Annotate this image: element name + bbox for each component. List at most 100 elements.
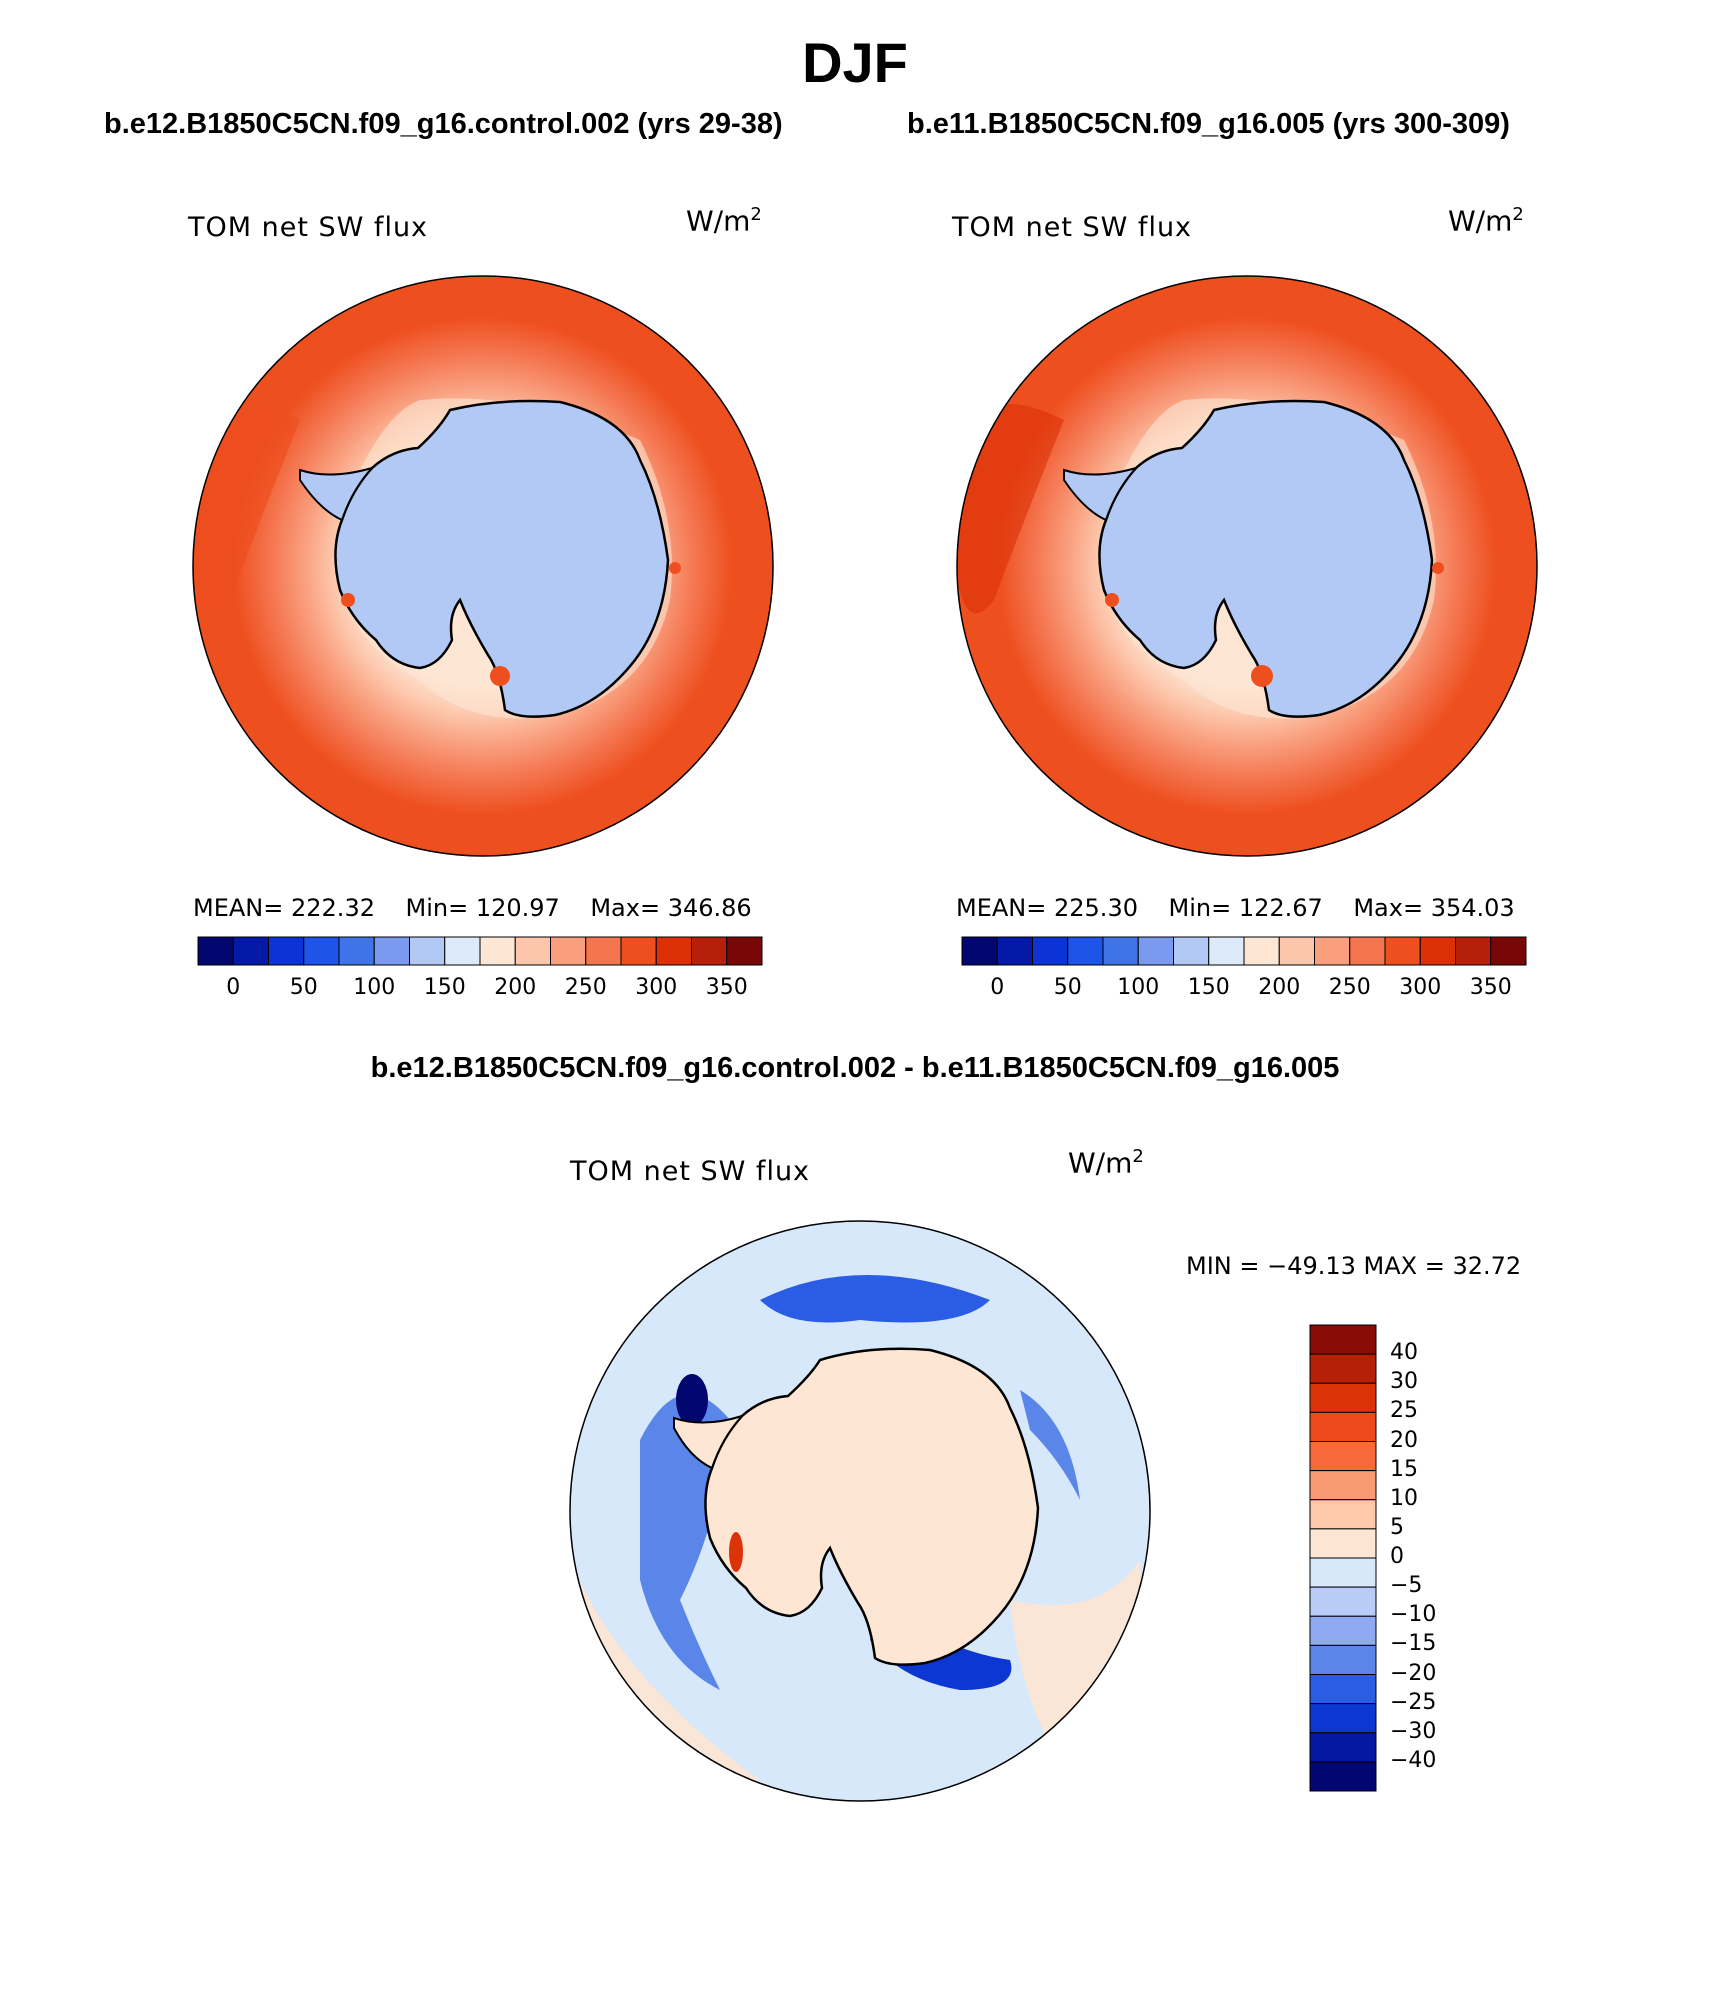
panel3-map	[570, 1221, 1150, 1801]
panel1-colorbar-swatch	[232, 936, 269, 966]
panel1-colorbar-tick-label: 350	[705, 975, 748, 1000]
panel3-colorbar-tick-label: 0	[1390, 1544, 1404, 1569]
panel1-units: W/m2	[686, 204, 762, 238]
panel2-sw-patch	[957, 404, 1064, 614]
panel1-colorbar-swatch	[197, 936, 234, 966]
panel3-max-spot	[729, 1532, 743, 1572]
case1-title: b.e12.B1850C5CN.f09_g16.control.002 (yrs…	[104, 108, 783, 140]
panel2-colorbar-swatch	[1173, 936, 1210, 966]
panel2-colorbar	[961, 936, 1527, 966]
panel1-colorbar-swatch	[268, 936, 305, 966]
panel2-colorbar-swatch	[1349, 936, 1386, 966]
panel3-colorbar-tick-label: −15	[1390, 1631, 1437, 1657]
panel3-map-border	[569, 1220, 1151, 1802]
panel2-colorbar-swatch	[1384, 936, 1421, 966]
panel3-colorbar-swatch	[1309, 1761, 1377, 1792]
panel2-colorbar-tick-label: 100	[1117, 975, 1160, 1000]
panel2-colorbar-swatch	[1419, 936, 1456, 966]
panel3-colorbar-swatch	[1309, 1353, 1377, 1384]
panel1-variable-label: TOM net SW flux	[188, 212, 429, 243]
panel3-colorbar-swatch	[1309, 1441, 1377, 1472]
panel3-colorbar-swatch	[1309, 1470, 1377, 1501]
panel3-units: W/m2	[1068, 1146, 1144, 1180]
panel2-colorbar-swatch	[1067, 936, 1104, 966]
panel2-colorbar-tick-label: 300	[1399, 975, 1442, 1000]
panel1-map-border	[192, 275, 774, 857]
panel2-colorbar-swatch	[1278, 936, 1315, 966]
panel2-units: W/m2	[1448, 204, 1524, 238]
panel2-colorbar-swatch	[1102, 936, 1139, 966]
panel3-colorbar-swatch	[1309, 1674, 1377, 1705]
panel1-colorbar-tick-label: 200	[494, 975, 537, 1000]
panel2-colorbar-swatch	[1490, 936, 1527, 966]
panel3-colorbar-tick-label: −5	[1390, 1573, 1423, 1599]
panel1-colorbar-swatch	[620, 936, 657, 966]
case2-title: b.e11.B1850C5CN.f09_g16.005 (yrs 300-309…	[907, 108, 1510, 140]
panel3-colorbar-tick-label: 20	[1390, 1427, 1418, 1453]
panel3-colorbar-tick-label: 25	[1390, 1398, 1418, 1424]
panel3-colorbar-tick-label: −10	[1390, 1602, 1437, 1628]
panel2-variable-label: TOM net SW flux	[952, 212, 1193, 243]
panel2-map	[957, 276, 1537, 856]
panel3-colorbar-swatch	[1309, 1499, 1377, 1530]
panel1-colorbar-tick-label: 100	[353, 975, 396, 1000]
panel3-colorbar-tick-label: −25	[1390, 1689, 1437, 1715]
panel3-colorbar-tick-label: 10	[1390, 1485, 1418, 1511]
panel2-map-border	[956, 275, 1538, 857]
panel2-colorbar-tick-label: 50	[1053, 975, 1082, 1000]
panel3-stats: MIN = −49.13 MAX = 32.72	[1186, 1252, 1522, 1280]
panel3-colorbar-swatch	[1309, 1615, 1377, 1646]
panel2-colorbar-tick-label: 200	[1258, 975, 1301, 1000]
panel1-colorbar-swatch	[479, 936, 516, 966]
panel3-colorbar-swatch	[1309, 1528, 1377, 1559]
panel1-colorbar-swatch	[585, 936, 622, 966]
panel3-colorbar-swatch	[1309, 1586, 1377, 1617]
panel1-colorbar-swatch	[444, 936, 481, 966]
panel3-colorbar-swatch	[1309, 1732, 1377, 1763]
panel1-mean: 222.32	[291, 894, 375, 922]
panel1-colorbar-swatch	[338, 936, 375, 966]
panel3-colorbar-tick-label: −20	[1390, 1660, 1437, 1686]
panel2-colorbar-swatch	[961, 936, 998, 966]
panel3-colorbar-swatch	[1309, 1324, 1377, 1355]
panel2-max: 354.03	[1430, 894, 1515, 922]
panel2-colorbar-tick-label: 350	[1469, 975, 1512, 1000]
panel1-colorbar-swatch	[550, 936, 587, 966]
panel1-colorbar-tick-label: 0	[226, 975, 241, 1000]
panel3-colorbar-swatch	[1309, 1644, 1377, 1675]
panel1-hotspot	[490, 666, 510, 686]
panel2-colorbar-tick-label: 250	[1328, 975, 1371, 1000]
panel3-min-spot	[676, 1374, 708, 1426]
panel3-variable-label: TOM net SW flux	[570, 1156, 811, 1187]
panel2-stats: MEAN= 225.30 Min= 122.67 Max= 354.03	[956, 894, 1515, 922]
panel3-colorbar-tick-label: −40	[1390, 1747, 1437, 1773]
panel1-stats: MEAN= 222.32 Min= 120.97 Max= 346.86	[193, 894, 752, 922]
panel3-colorbar-swatch	[1309, 1557, 1377, 1588]
panel3-negative-band	[760, 1275, 990, 1323]
panel2-colorbar-swatch	[1137, 936, 1174, 966]
panel2-hotspot	[1251, 665, 1273, 687]
panel2-colorbar-tick-label: 150	[1187, 975, 1230, 1000]
panel2-colorbar-swatch	[1455, 936, 1492, 966]
panel1-colorbar-swatch	[409, 936, 446, 966]
panel3-colorbar-tick-label: −30	[1390, 1718, 1437, 1744]
panel1-colorbar-swatch	[691, 936, 728, 966]
panel3-colorbar-tick-label: 15	[1390, 1456, 1418, 1482]
panel1-colorbar-tick-label: 150	[423, 975, 466, 1000]
panel1-colorbar-swatch	[303, 936, 340, 966]
panel1-max: 346.86	[667, 894, 752, 922]
panel1-map	[193, 276, 773, 856]
diff-title: b.e12.B1850C5CN.f09_g16.control.002 - b.…	[370, 1052, 1340, 1084]
panel2-colorbar-swatch	[1208, 936, 1245, 966]
panel3-colorbar-tick-label: 5	[1390, 1514, 1404, 1540]
panel1-colorbar-swatch	[726, 936, 763, 966]
panel1-sw-patch	[193, 404, 300, 614]
panel2-colorbar-swatch	[996, 936, 1033, 966]
panel1-colorbar-swatch	[373, 936, 410, 966]
panel2-colorbar-swatch	[1314, 936, 1351, 966]
panel3-colorbar-tick-label: 40	[1390, 1340, 1418, 1366]
page-title: DJF	[802, 31, 908, 94]
panel1-min: 120.97	[475, 894, 560, 922]
panel3-colorbar	[1309, 1324, 1377, 1792]
